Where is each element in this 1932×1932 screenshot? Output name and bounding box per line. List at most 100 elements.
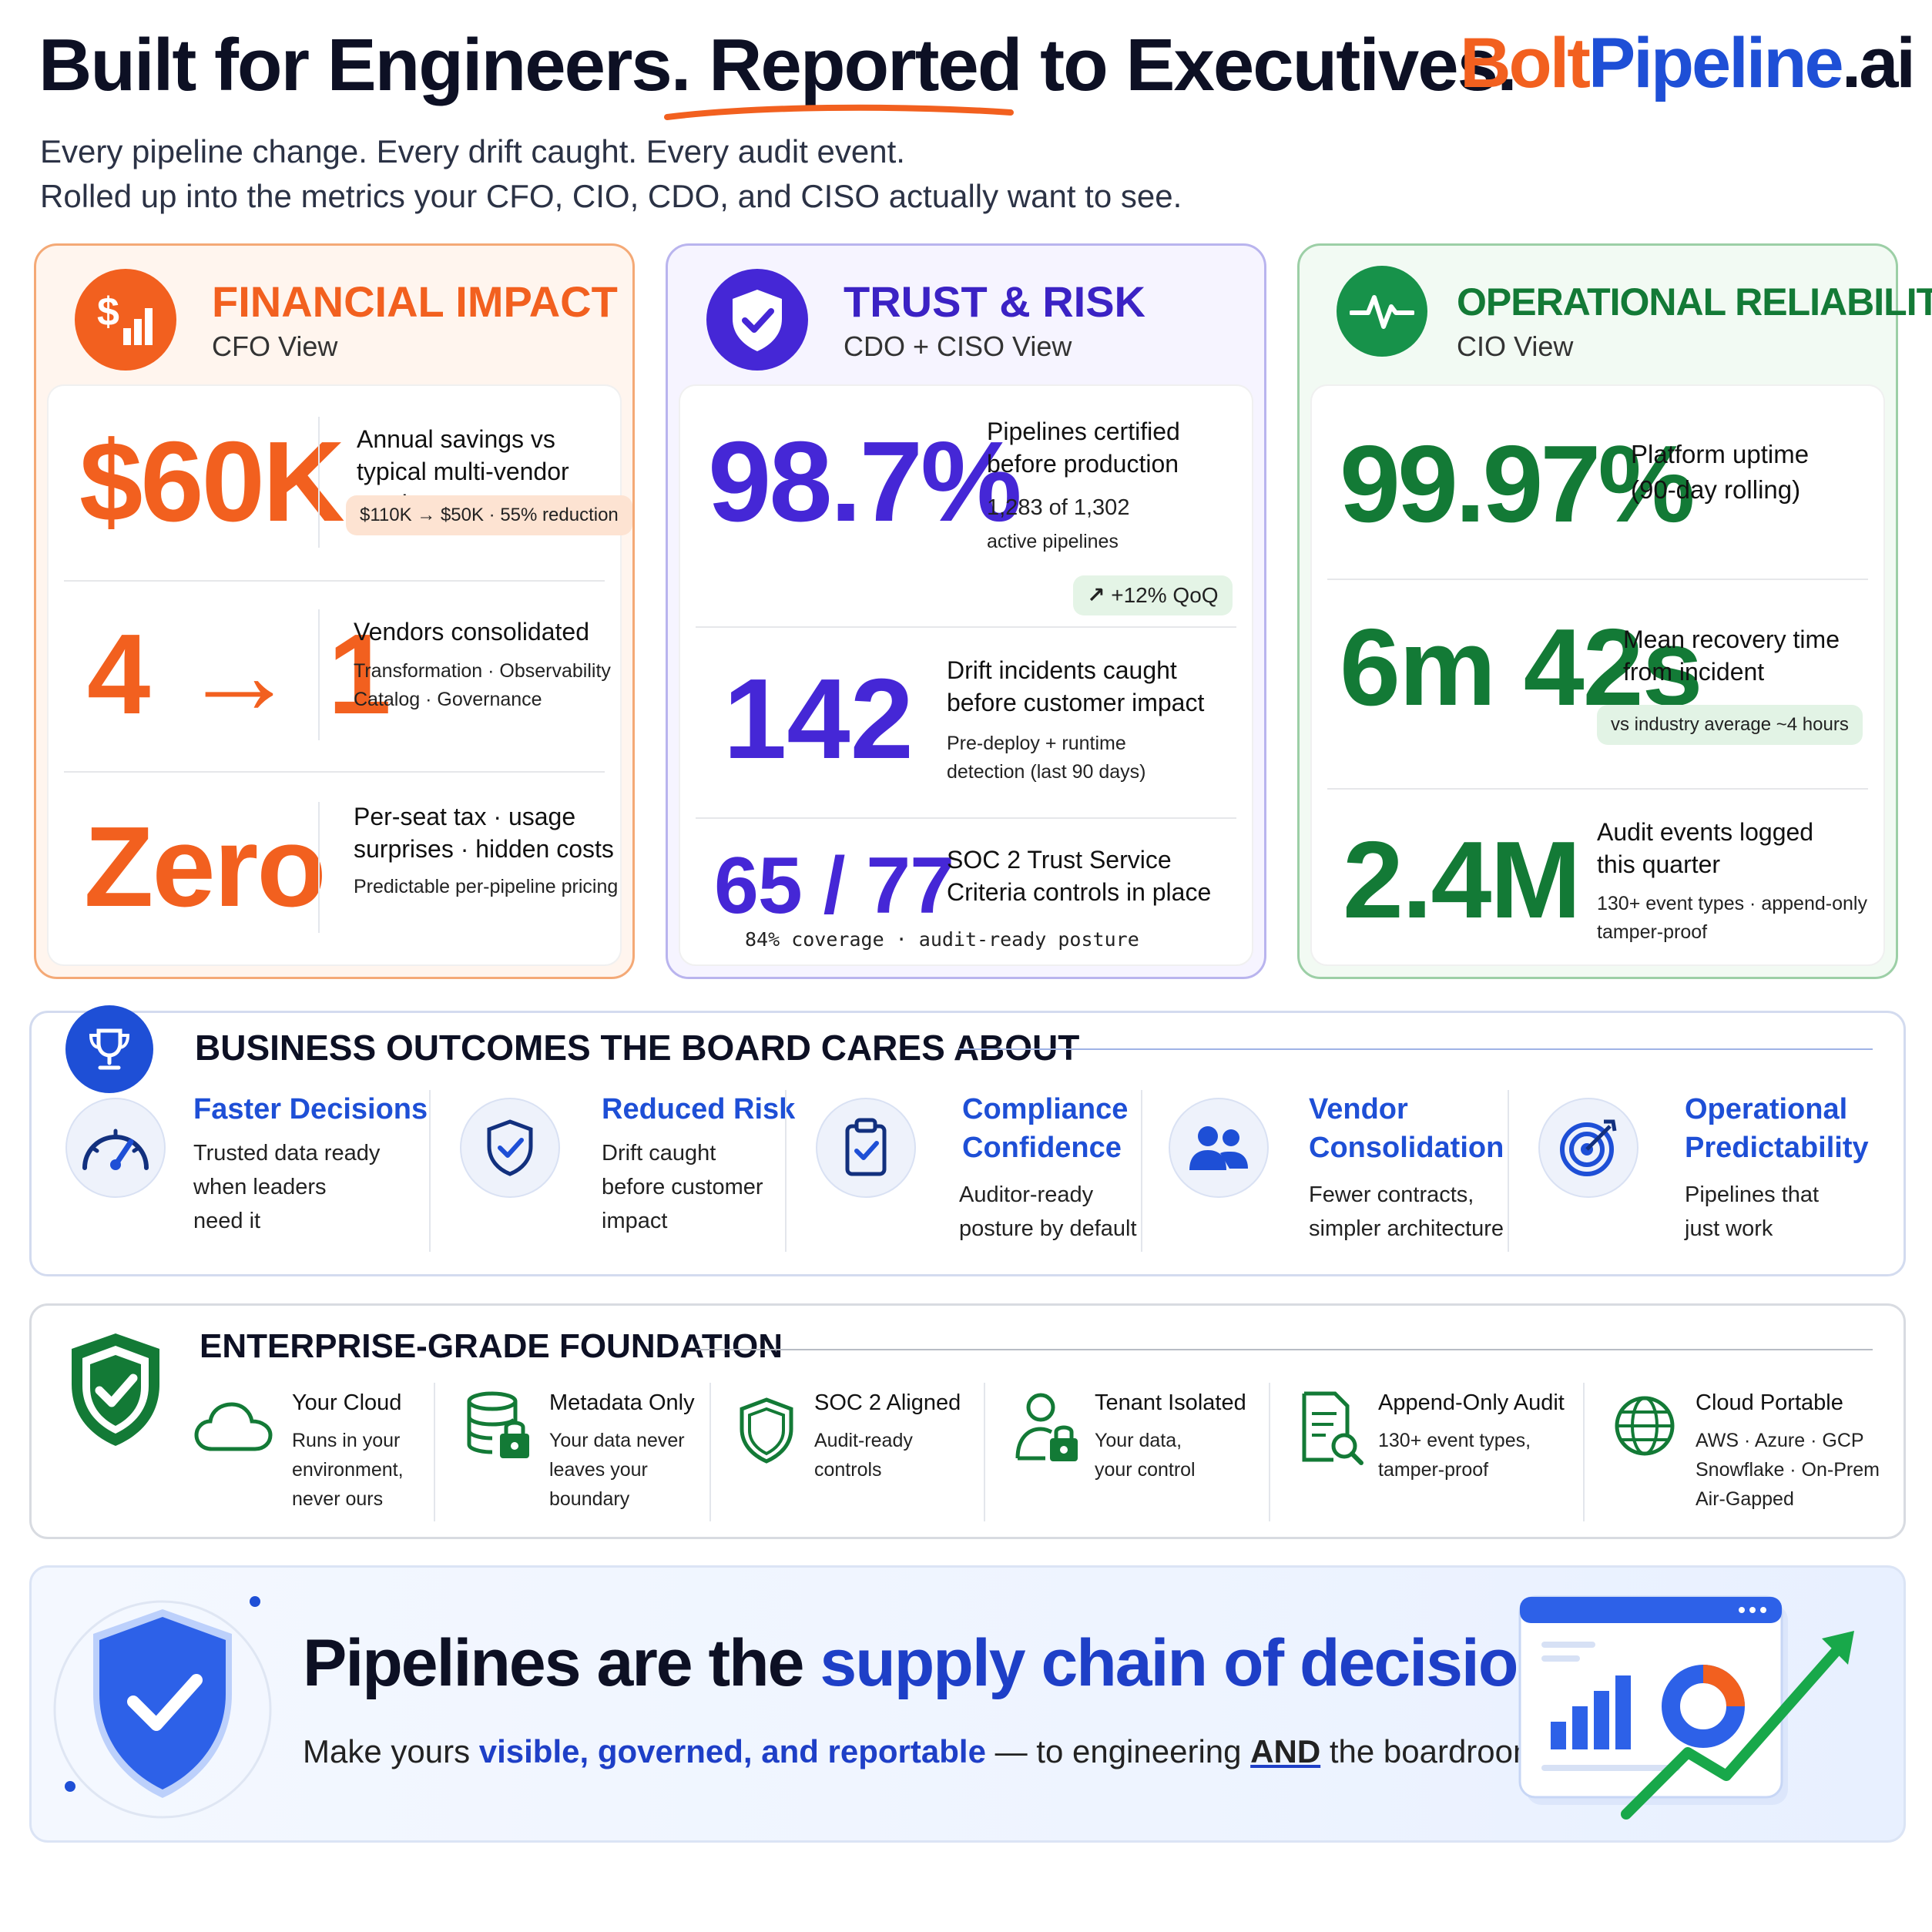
metric-drift-value: 142 bbox=[723, 656, 914, 783]
metric-zero-value: Zero bbox=[84, 803, 327, 931]
v-divider bbox=[434, 1383, 435, 1521]
v-divider bbox=[709, 1383, 711, 1521]
foundation-title: ENTERPRISE-GRADE FOUNDATION bbox=[200, 1327, 783, 1365]
page-subtitle: Every pipeline change. Every drift caugh… bbox=[40, 129, 1182, 219]
trust-risk-card: TRUST & RISK CDO + CISO View 98.7% Pipel… bbox=[666, 243, 1266, 979]
outcome-desc: Auditor-ready posture by default bbox=[959, 1182, 1137, 1241]
metric-soc2-label: SOC 2 Trust Service Criteria controls in … bbox=[947, 846, 1212, 906]
database-lock-icon bbox=[467, 1391, 529, 1458]
pulse-icon bbox=[1337, 266, 1427, 357]
foundation-item-desc: 130+ event types, tamper-proof bbox=[1378, 1430, 1531, 1481]
dashboard-illustration bbox=[1518, 1595, 1854, 1820]
v-divider bbox=[1269, 1383, 1270, 1521]
metric-certified-detail: 1,283 of 1,302 active pipelines bbox=[987, 495, 1130, 552]
v-divider bbox=[1508, 1090, 1509, 1252]
metric-soc2-value: 65 / 77 bbox=[714, 841, 954, 931]
target-icon bbox=[1538, 1098, 1639, 1198]
foundation-item-title: SOC 2 Aligned bbox=[814, 1390, 961, 1415]
savings-badge: $110K → $50K · 55% reduction bbox=[346, 495, 632, 535]
divider bbox=[64, 771, 605, 773]
v-divider bbox=[429, 1090, 431, 1252]
financial-impact-card: $ FINANCIAL IMPACT CFO View $60K Annual … bbox=[34, 243, 635, 979]
metric-uptime-label: Platform uptime (90-day rolling) bbox=[1631, 440, 1810, 504]
v-divider bbox=[1141, 1090, 1142, 1252]
v-divider bbox=[984, 1383, 985, 1521]
outcome-desc: Trusted data ready when leaders need it bbox=[193, 1141, 381, 1233]
logo-bolt: Bolt bbox=[1460, 24, 1591, 102]
foundation-item-desc: Your data, your control bbox=[1095, 1430, 1196, 1481]
divider bbox=[696, 817, 1236, 819]
closing-banner: Pipelines are the supply chain of decisi… bbox=[29, 1565, 1906, 1843]
divider bbox=[64, 580, 605, 582]
outcome-desc: Pipelines that just work bbox=[1685, 1182, 1820, 1241]
foundation-item-desc: Your data never leaves your boundary bbox=[549, 1430, 685, 1510]
ops-title: OPERATIONAL RELIABILITY bbox=[1457, 280, 1932, 324]
industry-average-badge: vs industry average ~4 hours bbox=[1597, 705, 1863, 745]
brand-logo[interactable]: BoltPipeline.ai bbox=[1460, 23, 1916, 104]
foundation-item-title: Cloud Portable bbox=[1696, 1390, 1843, 1415]
outcome-reduced-risk: Reduced Risk Drift caught before customer… bbox=[460, 1090, 799, 1259]
outcome-vendor-consolidation: Vendor Consolidation Fewer contracts, simp… bbox=[1169, 1090, 1523, 1259]
financial-title: FINANCIAL IMPACT bbox=[212, 277, 618, 326]
outcome-title: Operational Predictability bbox=[1685, 1093, 1869, 1164]
outcomes-title: BUSINESS OUTCOMES THE BOARD CARES ABOUT bbox=[195, 1028, 1080, 1068]
trophy-icon bbox=[65, 1005, 153, 1093]
shield-check-icon bbox=[706, 269, 808, 371]
metric-soc2-detail: 84% coverage · audit-ready posture bbox=[745, 928, 1139, 951]
dollar-chart-icon: $ bbox=[75, 269, 176, 371]
ops-view: CIO View bbox=[1457, 330, 1574, 362]
outcome-faster-decisions: Faster Decisions Trusted data ready when … bbox=[65, 1090, 443, 1259]
page-title: Built for Engineers. Reported to Executi… bbox=[39, 23, 1518, 108]
metric-audit-detail: 130+ event types · append-only tamper-pro… bbox=[1597, 893, 1867, 943]
outcome-title: Compliance Confidence bbox=[962, 1093, 1129, 1164]
operational-reliability-card: OPERATIONAL RELIABILITY CIO View 99.97% … bbox=[1297, 243, 1932, 979]
qoq-badge: ↗ +12% QoQ bbox=[1073, 575, 1233, 615]
trust-metrics: 98.7% Pipelines certified before producti… bbox=[679, 384, 1253, 966]
v-divider bbox=[1583, 1383, 1585, 1521]
subtitle-line-1: Every pipeline change. Every drift caugh… bbox=[40, 133, 905, 169]
outcome-title: Vendor Consolidation bbox=[1309, 1093, 1504, 1164]
svg-text:$: $ bbox=[97, 290, 119, 334]
metric-certified-value: 98.7% bbox=[708, 418, 1022, 545]
section-rule bbox=[959, 1048, 1873, 1050]
subtitle-line-2: Rolled up into the metrics your CFO, CIO… bbox=[40, 178, 1182, 214]
business-outcomes-section: BUSINESS OUTCOMES THE BOARD CARES ABOUT … bbox=[29, 1005, 1906, 1276]
divider bbox=[1327, 788, 1868, 790]
title-underline bbox=[664, 104, 1014, 120]
document-search-icon bbox=[1302, 1391, 1363, 1465]
metric-vendors-value: 4 → 1 bbox=[87, 611, 391, 738]
trust-view: CDO + CISO View bbox=[844, 330, 1072, 362]
metric-audit-value: 2.4M bbox=[1343, 819, 1581, 941]
trend-up-icon: ↗ bbox=[1087, 583, 1105, 607]
ops-metrics: 99.97% Platform uptime (90-day rolling) 6… bbox=[1310, 384, 1885, 966]
outcome-desc: Fewer contracts, simpler architecture bbox=[1309, 1182, 1504, 1241]
financial-metrics: $60K Annual savings vs typical multi-vend… bbox=[47, 384, 632, 966]
metric-drift-label: Drift incidents caught before customer im… bbox=[947, 656, 1205, 716]
metric-vendors-detail: Transformation · Observability Catalog · … bbox=[354, 660, 611, 710]
logo-pipeline: Pipeline bbox=[1588, 24, 1844, 102]
title-part-underlined: Reported bbox=[709, 24, 1022, 106]
outcome-operational-predictability: Operational Predictability Pipelines that… bbox=[1538, 1090, 1893, 1259]
v-divider bbox=[318, 417, 320, 548]
metric-savings-value: $60K bbox=[79, 418, 345, 545]
metric-zero-detail: Predictable per-pipeline pricing bbox=[354, 876, 619, 897]
metric-uptime-value: 99.97% bbox=[1340, 423, 1696, 545]
banner-subline: Make yours visible, governed, and report… bbox=[303, 1733, 1549, 1769]
outcome-desc: Drift caught before customer impact bbox=[602, 1141, 763, 1233]
shield-check-icon bbox=[65, 1329, 166, 1456]
foundation-item-title: Tenant Isolated bbox=[1095, 1390, 1246, 1415]
financial-view: CFO View bbox=[212, 330, 338, 362]
metric-zero-label: Per-seat tax · usage surprises · hidden c… bbox=[354, 803, 614, 863]
banner-headline: Pipelines are the supply chain of decisi… bbox=[303, 1626, 1610, 1700]
foundation-item-title: Append-Only Audit bbox=[1378, 1390, 1565, 1415]
foundation-item-desc: AWS · Azure · GCP Snowflake · On-Prem Air-… bbox=[1696, 1430, 1880, 1510]
shield-outline-icon bbox=[740, 1397, 793, 1464]
speedometer-icon bbox=[65, 1098, 166, 1198]
v-divider bbox=[318, 802, 320, 933]
foundation-item-desc: Runs in your environment, never ours bbox=[292, 1430, 404, 1510]
v-divider bbox=[785, 1090, 787, 1252]
shield-check-icon bbox=[53, 1596, 272, 1819]
outcome-compliance-confidence: Compliance Confidence Auditor-ready postur… bbox=[816, 1090, 1155, 1259]
metric-certified-label: Pipelines certified before production bbox=[987, 418, 1180, 478]
